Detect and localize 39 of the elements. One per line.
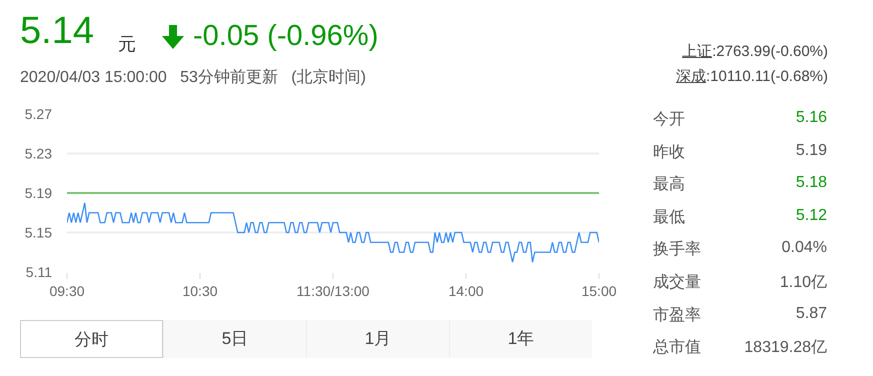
text: :10110.11(-0.68%): [706, 68, 828, 85]
text: 成交量: [653, 272, 701, 293]
y-tick-label: 5.19: [24, 184, 52, 201]
text: 5.19: [796, 142, 827, 160]
text: 最低: [653, 208, 685, 228]
x-tick-label: 11:30/13:00: [296, 282, 370, 299]
chart-subtitle: 2020/04/03 15:00:00 53分钟前更新 (北京时间): [20, 68, 366, 88]
text: 元: [118, 33, 136, 56]
y-tick-label: 5.23: [24, 145, 52, 162]
text: 分时: [20, 320, 163, 358]
text: 5.87: [796, 304, 827, 323]
text: 深成: [676, 68, 706, 85]
y-tick-label: 5.27: [24, 106, 52, 122]
line-series: [67, 202, 599, 263]
text: 上证: [682, 43, 712, 60]
text: 1.10亿: [780, 273, 827, 293]
text: 今开: [653, 110, 685, 130]
text: 总市值: [653, 338, 701, 358]
text: -0.05 (-0.96%): [193, 20, 378, 53]
text: 市盈率: [653, 306, 701, 326]
x-tick-label: 15:00: [581, 282, 617, 299]
text: 5.16: [796, 109, 827, 127]
text: 昨收: [653, 142, 685, 163]
text: 最高: [653, 174, 685, 196]
text: 5.18: [796, 174, 827, 192]
chart-title: 5.14: [20, 10, 94, 53]
y-tick-label: 5.11: [26, 264, 52, 280]
text: 18319.28亿: [744, 338, 827, 358]
text: 换手率: [653, 240, 701, 260]
text: 5日: [163, 320, 306, 358]
y-tick-label: 5.15: [24, 224, 52, 240]
text: 1月: [306, 320, 449, 358]
text: :2763.99(-0.60%): [712, 43, 828, 60]
text: 5.12: [796, 206, 827, 225]
text: 1年: [449, 320, 592, 358]
text: 0.04%: [782, 239, 827, 258]
x-tick-label: 09:30: [49, 282, 85, 299]
x-tick-label: 10:30: [182, 282, 218, 299]
x-tick-label: 14:00: [448, 282, 484, 299]
